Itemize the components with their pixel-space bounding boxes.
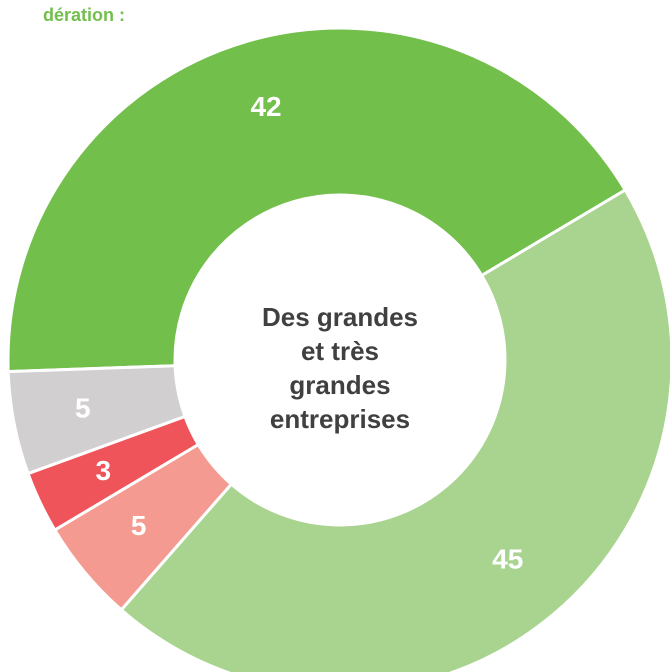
data-label: 5 (75, 392, 91, 423)
donut-slice (6, 26, 628, 374)
data-label: 5 (131, 510, 147, 541)
data-label: 3 (96, 455, 112, 486)
donut-slice (119, 187, 670, 672)
center-label: grandes (289, 370, 390, 400)
chart-title: dération : (43, 5, 125, 25)
center-label: et très (301, 336, 379, 366)
center-label: Des grandes (262, 302, 418, 332)
donut-slice (6, 364, 187, 476)
data-label: 45 (492, 544, 523, 575)
center-label: entreprises (270, 404, 410, 434)
data-label: 42 (250, 91, 281, 122)
